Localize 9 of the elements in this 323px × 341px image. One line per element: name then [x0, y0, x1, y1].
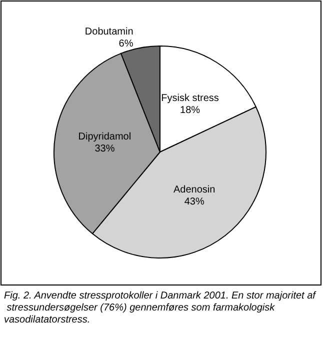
- slice-label: Dobutamin: [84, 26, 134, 38]
- data-label: 18%: [180, 105, 200, 116]
- slice-label: Fysisk stress: [161, 93, 219, 104]
- data-label: 33%: [94, 144, 115, 155]
- slice-label: Adenosin: [173, 184, 216, 196]
- data-label: 43%: [184, 196, 204, 208]
- caption: Fig. 2. Anvendte stressprotokoller i Danmark 2001. En stor majoritet af stressundersøgelser (76%) gennemføres som farmakologisk vasodilatatorstress.: [4, 290, 317, 326]
- slice-label: Dipyridamol: [78, 132, 132, 143]
- data-label: 6%: [118, 38, 134, 50]
